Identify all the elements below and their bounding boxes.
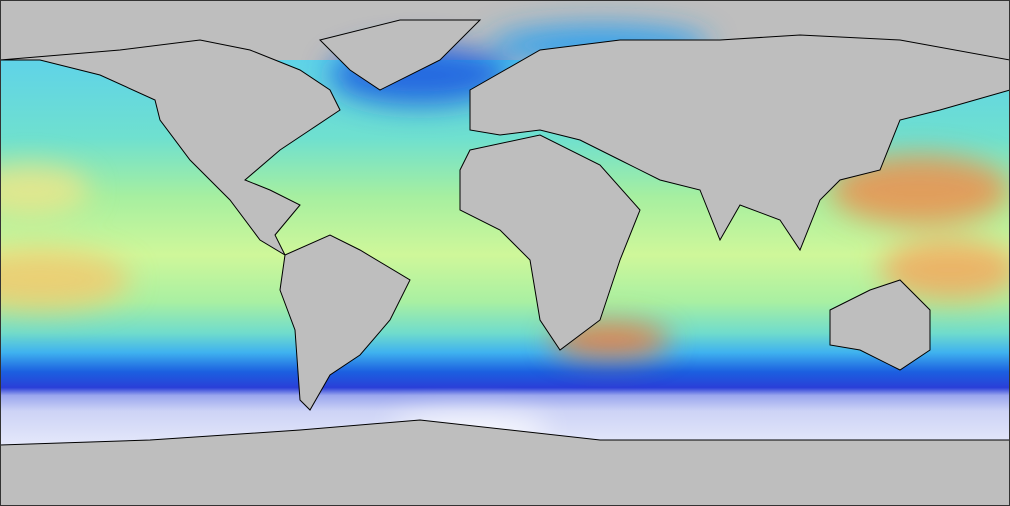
eurasia <box>469 34 1010 252</box>
south-america <box>279 234 411 411</box>
landmasses <box>0 19 1010 506</box>
africa <box>459 134 641 351</box>
greenland <box>319 19 482 91</box>
australia <box>829 279 931 371</box>
north-america <box>0 39 341 257</box>
antarctica <box>0 419 1010 506</box>
